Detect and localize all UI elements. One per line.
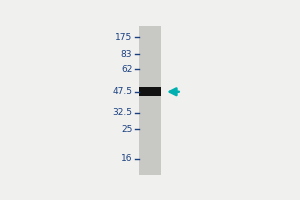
Text: 32.5: 32.5 xyxy=(112,108,132,117)
Text: 175: 175 xyxy=(115,33,132,42)
Text: 16: 16 xyxy=(121,154,132,163)
Text: 25: 25 xyxy=(121,125,132,134)
Text: 83: 83 xyxy=(121,50,132,59)
Bar xyxy=(139,26,161,175)
Text: 47.5: 47.5 xyxy=(112,87,132,96)
Bar xyxy=(139,87,161,96)
Text: 62: 62 xyxy=(121,65,132,74)
